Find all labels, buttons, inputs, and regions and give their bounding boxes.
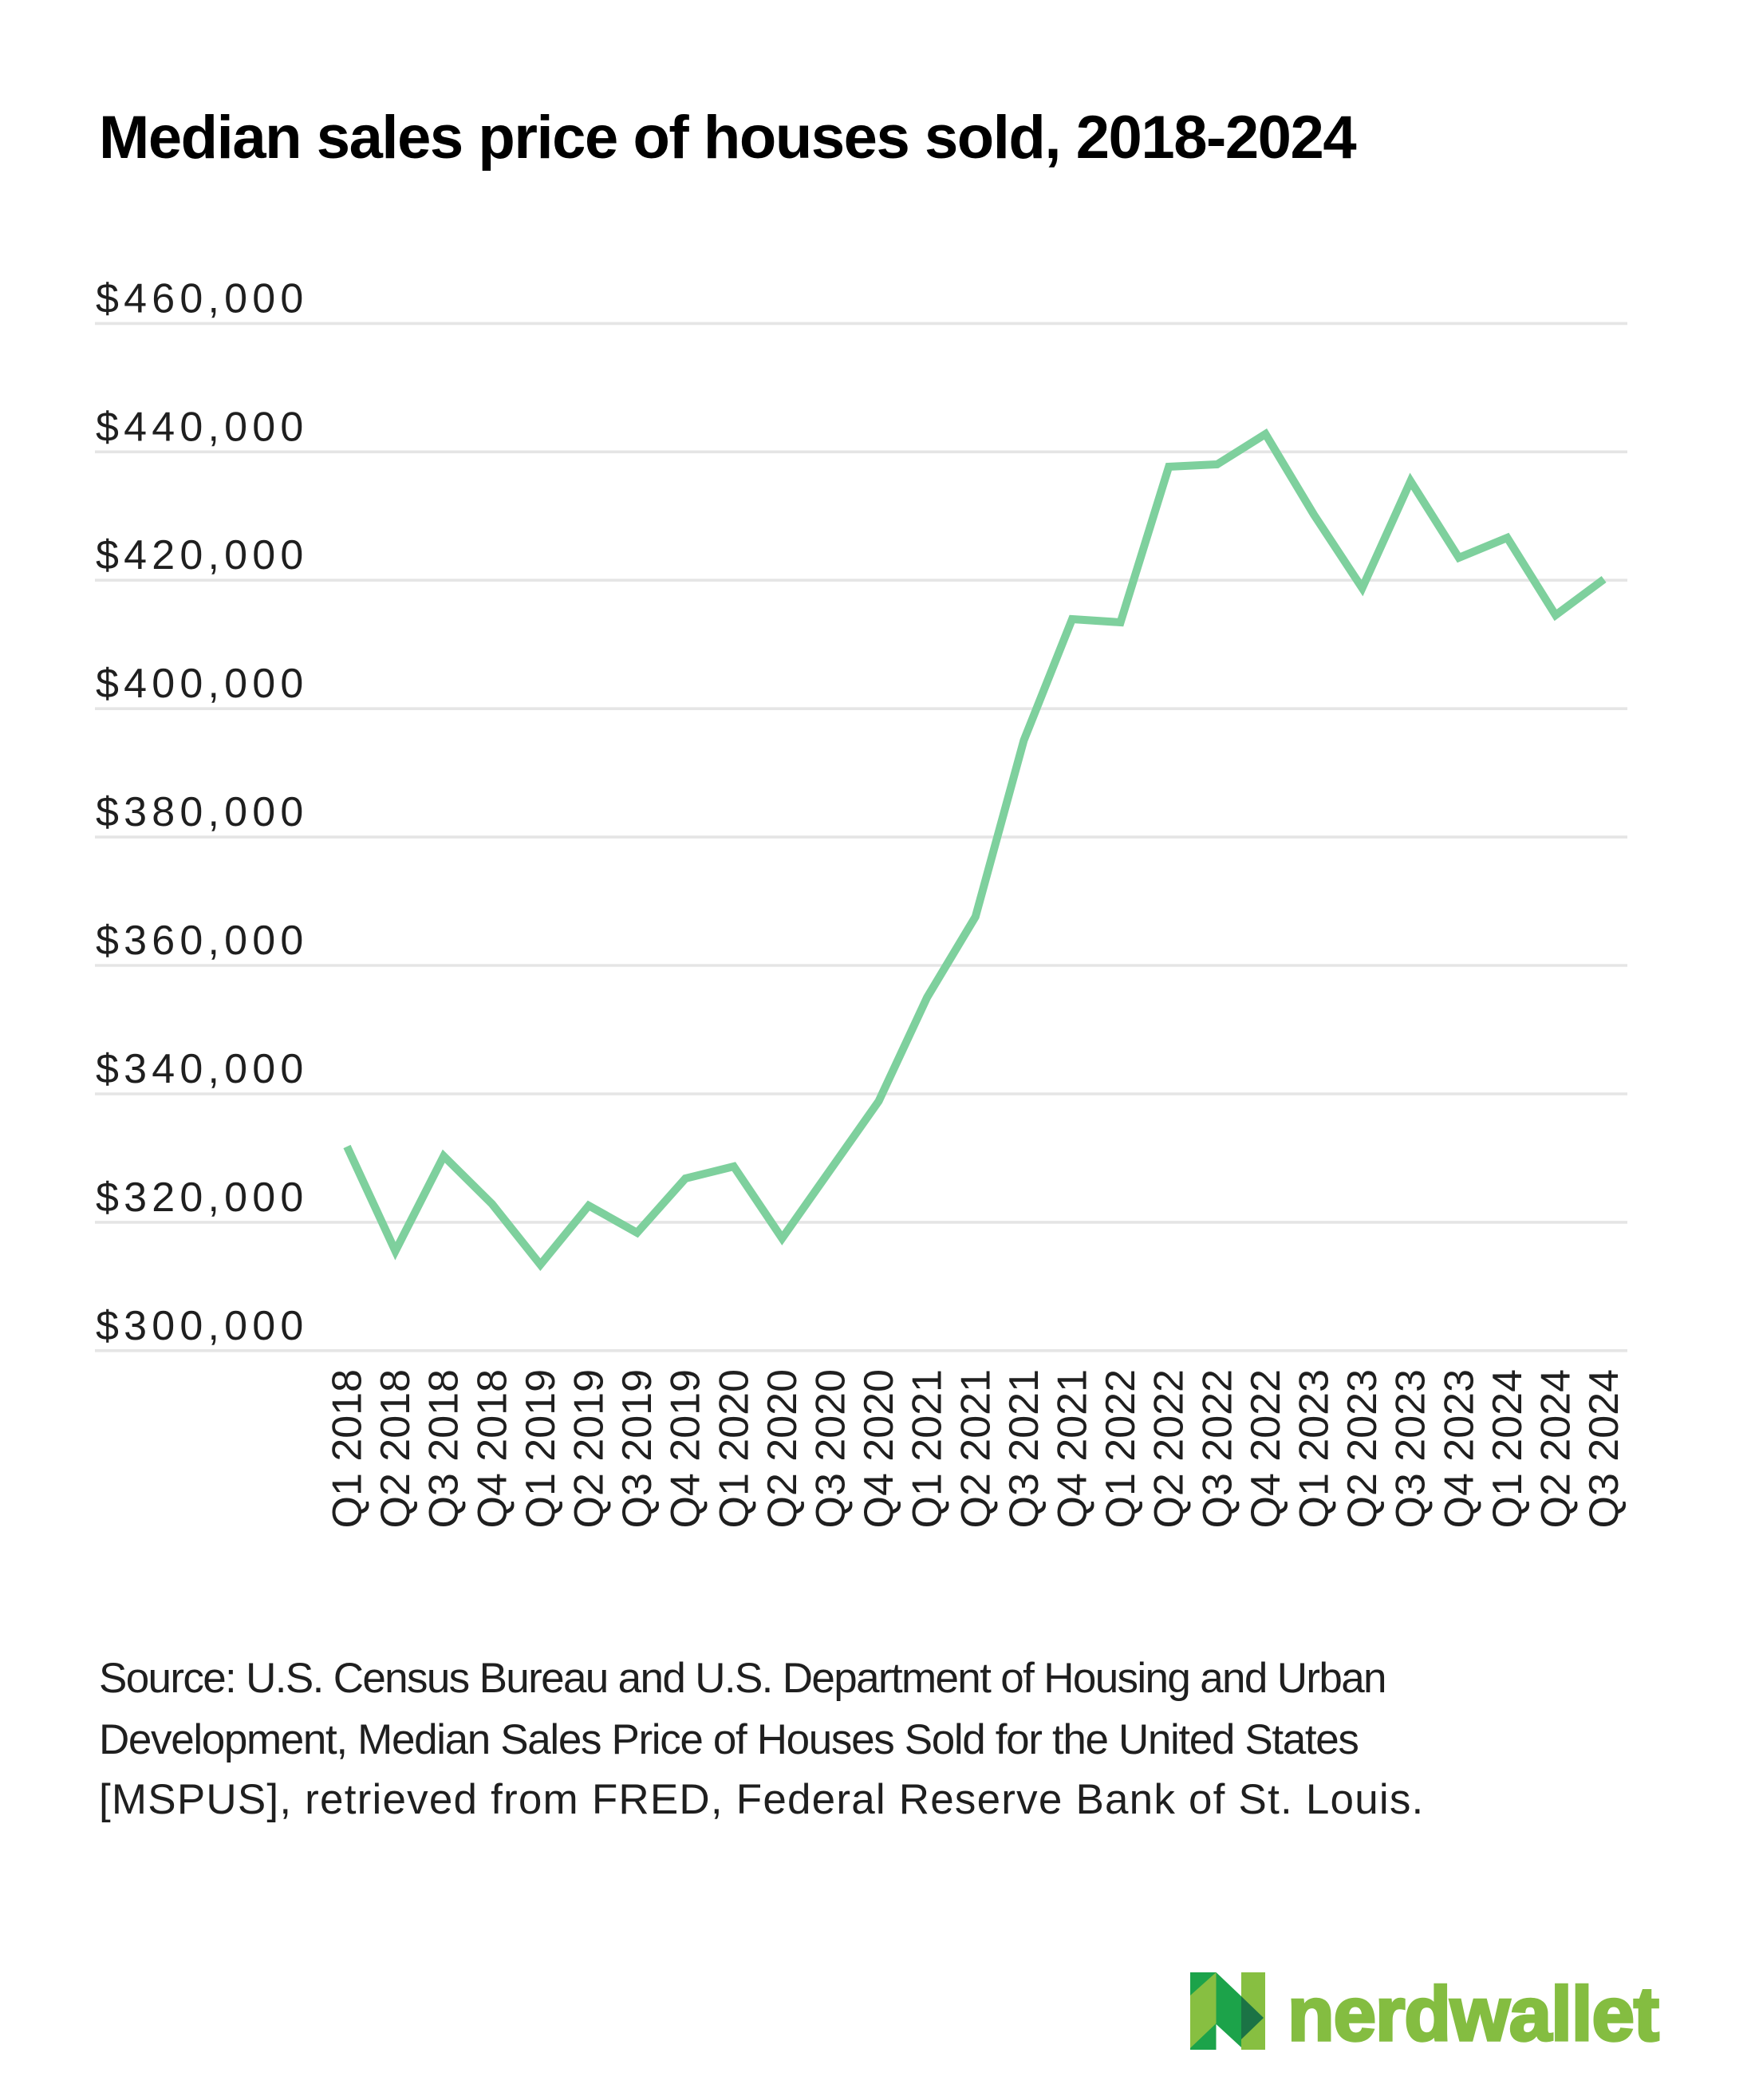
- svg-text:Q4 2019: Q4 2019: [663, 1369, 709, 1529]
- svg-text:Source: U.S. Census Bureau and: Source: U.S. Census Bureau and U.S. Depa…: [99, 1655, 1386, 1702]
- svg-text:$360,000: $360,000: [96, 918, 309, 964]
- svg-text:Median sales price of houses s: Median sales price of houses sold, 2018-…: [99, 104, 1356, 172]
- svg-text:Q3 2019: Q3 2019: [614, 1369, 661, 1529]
- svg-text:$300,000: $300,000: [96, 1303, 309, 1349]
- svg-text:Q4 2021: Q4 2021: [1050, 1369, 1096, 1529]
- svg-text:Q2 2019: Q2 2019: [566, 1369, 613, 1529]
- svg-text:Q1 2020: Q1 2020: [711, 1369, 757, 1529]
- svg-text:$320,000: $320,000: [96, 1174, 309, 1221]
- svg-text:Q4 2020: Q4 2020: [856, 1369, 902, 1529]
- svg-text:$440,000: $440,000: [96, 404, 309, 450]
- svg-text:Q2 2023: Q2 2023: [1339, 1369, 1386, 1529]
- svg-text:$380,000: $380,000: [96, 789, 309, 835]
- svg-text:Q3 2024: Q3 2024: [1581, 1369, 1627, 1529]
- svg-text:Q4 2018: Q4 2018: [469, 1369, 515, 1529]
- svg-text:Q3 2018: Q3 2018: [421, 1369, 467, 1529]
- svg-text:Q2 2018: Q2 2018: [373, 1369, 419, 1529]
- svg-text:Q1 2019: Q1 2019: [518, 1369, 564, 1529]
- svg-text:Q2 2021: Q2 2021: [952, 1369, 999, 1529]
- svg-text:nerdwallet: nerdwallet: [1288, 1972, 1658, 2057]
- svg-text:Q2 2020: Q2 2020: [759, 1369, 806, 1529]
- svg-text:Q3 2022: Q3 2022: [1194, 1369, 1240, 1529]
- svg-text:Q3 2021: Q3 2021: [1001, 1369, 1047, 1529]
- svg-text:Q2 2022: Q2 2022: [1146, 1369, 1193, 1529]
- svg-text:Q1 2018: Q1 2018: [325, 1369, 371, 1529]
- svg-text:Q1 2022: Q1 2022: [1098, 1369, 1144, 1529]
- svg-text:Q4 2022: Q4 2022: [1243, 1369, 1289, 1529]
- svg-text:$420,000: $420,000: [96, 532, 309, 578]
- svg-text:Development, Median Sales Pric: Development, Median Sales Price of House…: [99, 1716, 1359, 1763]
- svg-text:Q1 2023: Q1 2023: [1292, 1369, 1338, 1529]
- svg-text:Q1 2024: Q1 2024: [1485, 1369, 1531, 1529]
- svg-text:Q2 2024: Q2 2024: [1533, 1369, 1580, 1529]
- svg-text:Q3 2023: Q3 2023: [1388, 1369, 1434, 1529]
- svg-text:$400,000: $400,000: [96, 661, 309, 707]
- svg-text:$460,000: $460,000: [96, 275, 309, 322]
- svg-text:Q4 2023: Q4 2023: [1436, 1369, 1482, 1529]
- svg-text:[MSPUS], retrieved from FRED,: [MSPUS], retrieved from FRED, Federal Re…: [99, 1776, 1424, 1823]
- svg-text:Q3 2020: Q3 2020: [808, 1369, 854, 1529]
- svg-text:Q1 2021: Q1 2021: [905, 1369, 951, 1529]
- svg-text:$340,000: $340,000: [96, 1046, 309, 1092]
